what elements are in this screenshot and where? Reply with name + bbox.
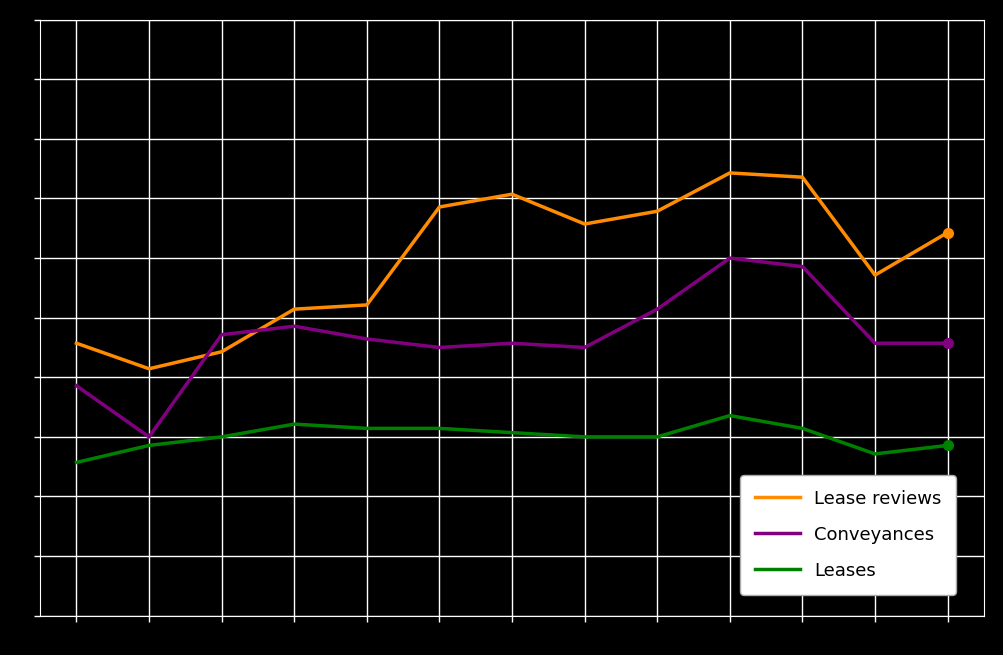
Legend: Lease reviews, Conveyances, Leases: Lease reviews, Conveyances, Leases — [739, 475, 955, 595]
